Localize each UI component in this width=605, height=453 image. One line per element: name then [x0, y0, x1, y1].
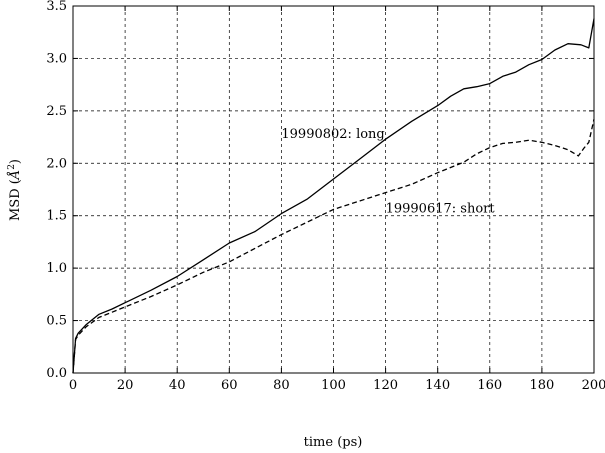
x-tick-label: 100	[321, 378, 346, 393]
grid-layer	[73, 6, 594, 373]
y-tick-label: 3.5	[46, 0, 67, 14]
y-tick-label: 2.5	[46, 104, 67, 119]
y-axis-label-close: )	[8, 159, 23, 164]
series-line-19990802-long	[72, 18, 595, 374]
annotation-layer: 19990802: long 19990617: short	[281, 127, 495, 216]
x-tick-label: 60	[221, 378, 238, 393]
x-tick-label: 200	[582, 378, 605, 393]
y-tick-label: 0.5	[46, 314, 67, 329]
x-axis-label: time (ps)	[304, 435, 363, 450]
series-layer	[72, 18, 595, 374]
x-tick-label: 20	[117, 378, 134, 393]
x-tick-label: 40	[169, 378, 186, 393]
y-tick-label: 1.0	[46, 261, 67, 276]
series-annotation: 19990802: long	[281, 127, 384, 142]
y-axis-label-unit: Å	[7, 170, 23, 181]
y-axis-label-superscript: 2	[7, 164, 17, 170]
y-tick-label: 1.5	[46, 209, 67, 224]
y-tick-label: 0.0	[46, 366, 67, 381]
y-tick-label: 2.0	[46, 156, 67, 171]
x-tick-label: 140	[425, 378, 450, 393]
series-annotation: 19990617: short	[386, 202, 496, 217]
y-axis-label: MSD (Å2)	[7, 159, 23, 221]
x-tick-label: 0	[69, 378, 77, 393]
x-tick-label: 180	[529, 378, 554, 393]
tick-layer: 0 20 40 60 80 100 120 140 160 180 200 0.0 0.5 1.0 1.5 2…	[46, 0, 605, 393]
x-tick-label: 160	[477, 378, 502, 393]
x-tick-label: 120	[373, 378, 398, 393]
x-tick-label: 80	[273, 378, 290, 393]
series-line-19990617-short	[72, 119, 595, 374]
y-axis-label-text: MSD (	[8, 179, 23, 221]
y-tick-label: 3.0	[46, 51, 67, 66]
